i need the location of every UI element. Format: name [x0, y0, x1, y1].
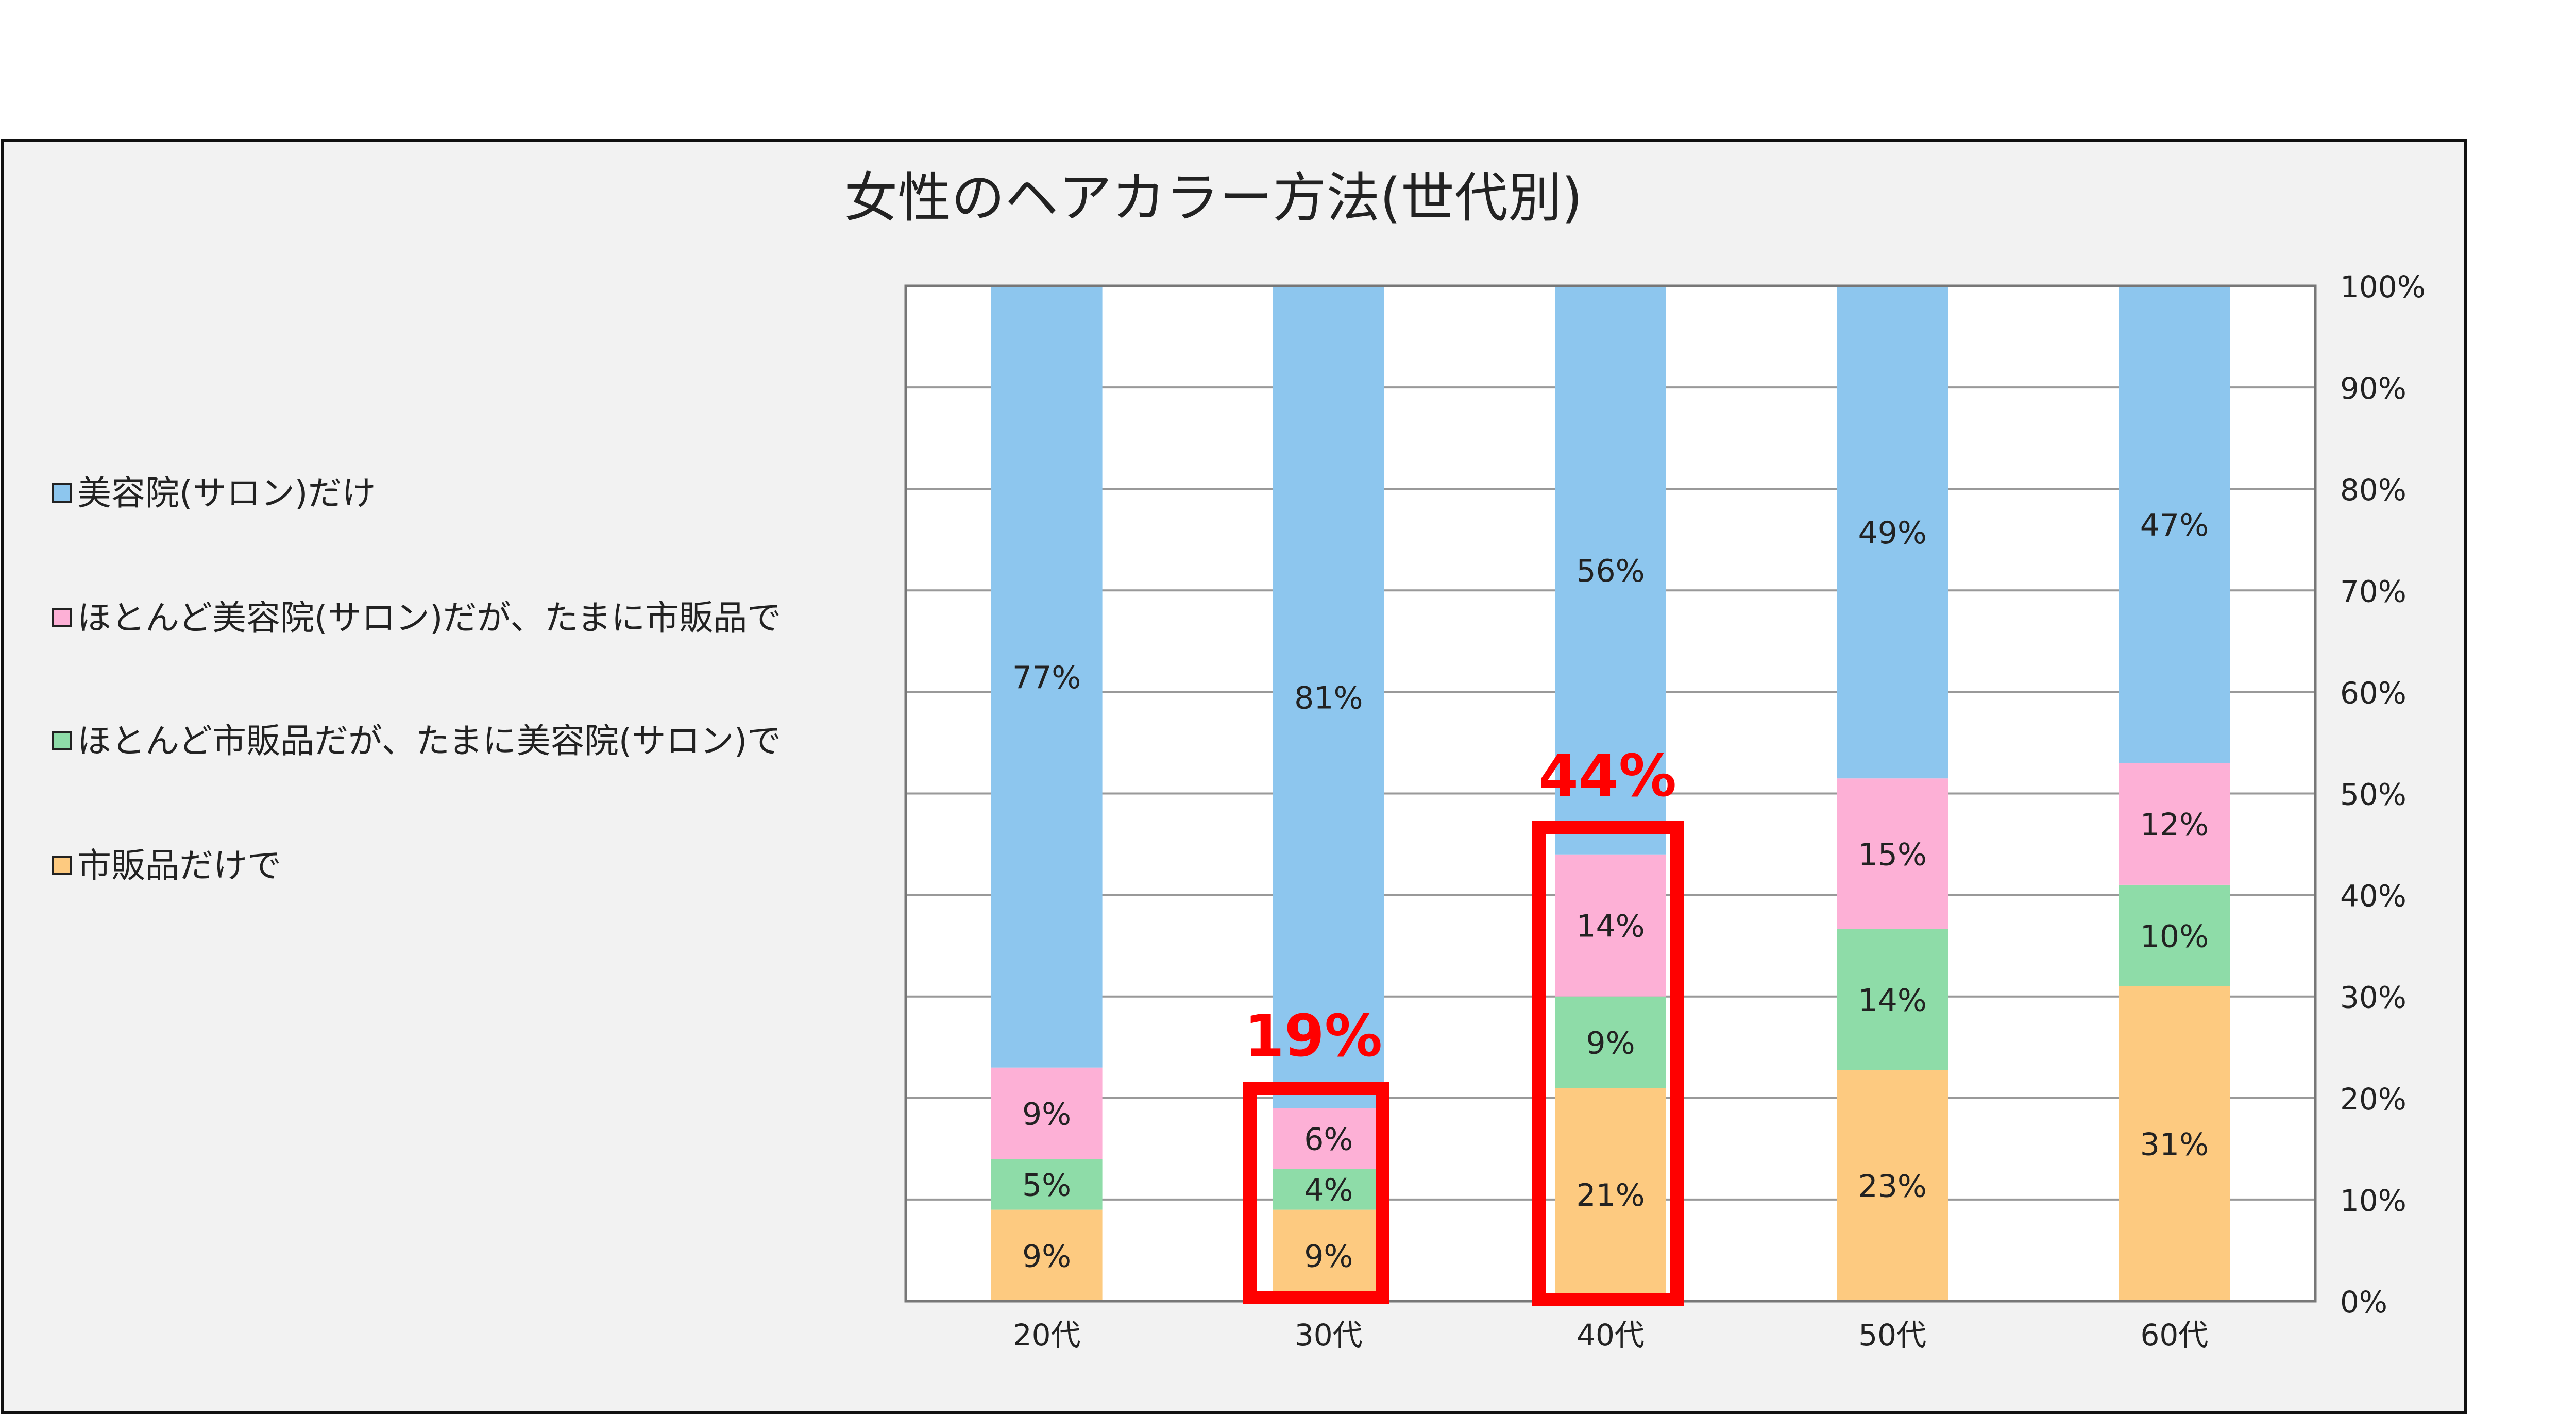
- legend-swatch: [52, 608, 72, 627]
- legend-swatch: [52, 483, 72, 503]
- bar-segment: [1273, 1209, 1384, 1301]
- legend: 美容院(サロン)だけほとんど美容院(サロン)だが、たまに市販品でほとんど市販品だ…: [52, 473, 781, 885]
- data-label: 14%: [1858, 983, 1927, 1019]
- data-label: 9%: [1304, 1238, 1353, 1274]
- highlight-box: [1532, 821, 1684, 1306]
- bar-segment: [991, 1209, 1103, 1301]
- data-label: 10%: [2140, 918, 2209, 954]
- data-label: 14%: [1576, 909, 1645, 945]
- annotations: 19% 44%: [1243, 743, 1684, 1306]
- x-tick-label: 50代: [1858, 1318, 1926, 1353]
- data-label: 15%: [1858, 837, 1927, 873]
- data-label: 9%: [1022, 1238, 1071, 1274]
- bar-segment: [1273, 286, 1384, 1108]
- y-tick-label: 100%: [2340, 269, 2426, 304]
- bar-segment: [991, 1067, 1103, 1159]
- data-label: 31%: [2140, 1126, 2209, 1163]
- bar-segment: [2119, 986, 2230, 1301]
- bar-segment: [1837, 778, 1948, 929]
- data-label: 5%: [1022, 1167, 1071, 1203]
- data-label: 21%: [1576, 1177, 1645, 1214]
- highlight-box: [1243, 1082, 1389, 1304]
- y-tick-label: 20%: [2340, 1082, 2406, 1117]
- bar-segment: [1555, 854, 1666, 997]
- y-tick-label: 60%: [2340, 675, 2406, 710]
- y-tick-label: 10%: [2340, 1183, 2406, 1218]
- bar-segment: [991, 286, 1103, 1068]
- bar-segment: [1837, 929, 1948, 1070]
- bar-segment: [1555, 286, 1666, 855]
- bar-segment: [2119, 884, 2230, 986]
- bars: 9% 5% 9% 77% 9% 4% 6% 81% 21% 9% 14% 56% 23% 14% 15% 49…: [991, 286, 2230, 1301]
- bar-segment: [1273, 1169, 1384, 1210]
- data-label: 9%: [1586, 1025, 1635, 1061]
- bar-segment: [991, 1159, 1103, 1210]
- legend-label: 市販品だけで: [77, 846, 281, 885]
- bar-segment: [1555, 996, 1666, 1088]
- legend-label: ほとんど美容院(サロン)だが、たまに市販品で: [77, 598, 781, 638]
- y-tick-label: 70%: [2340, 574, 2406, 609]
- legend-swatch: [52, 856, 72, 875]
- data-label: 49%: [1858, 515, 1927, 551]
- data-label: 6%: [1304, 1122, 1353, 1158]
- data-label: 4%: [1304, 1172, 1353, 1208]
- data-label: 23%: [1858, 1169, 1927, 1205]
- y-tick-label: 50%: [2340, 777, 2406, 812]
- legend-label: ほとんど市販品だが、たまに美容院(サロン)で: [77, 721, 781, 761]
- y-tick-label: 40%: [2340, 879, 2406, 914]
- y-tick-label: 80%: [2340, 472, 2406, 507]
- bar-segment: [1555, 1088, 1666, 1301]
- data-label: 12%: [2140, 807, 2209, 843]
- legend-label: 美容院(サロン)だけ: [77, 473, 376, 513]
- annotation-label: 44%: [1538, 743, 1676, 810]
- x-tick-label: 60代: [2140, 1318, 2208, 1353]
- bar-segment: [2119, 286, 2230, 763]
- x-tick-label: 40代: [1577, 1318, 1645, 1353]
- legend-swatch: [52, 731, 72, 750]
- bar-segment: [1273, 1108, 1384, 1169]
- y-axis: 0% 10% 20% 30% 40% 50% 60% 70% 80% 90% 100%: [2340, 269, 2426, 1320]
- y-tick-label: 90%: [2340, 371, 2406, 406]
- x-axis: 20代 30代 40代 50代 60代: [1013, 1318, 2209, 1353]
- x-tick-label: 30代: [1295, 1318, 1363, 1353]
- bar-segment: [2119, 763, 2230, 885]
- x-tick-label: 20代: [1013, 1318, 1081, 1353]
- data-label: 77%: [1012, 660, 1081, 696]
- bar-segment: [1837, 286, 1948, 779]
- y-tick-label: 30%: [2340, 980, 2406, 1015]
- bar-segment: [1837, 1070, 1948, 1301]
- data-label: 56%: [1576, 553, 1645, 589]
- y-tick-label: 0%: [2340, 1285, 2387, 1320]
- chart-title: 女性のヘアカラー方法(世代別): [844, 166, 1582, 229]
- data-label: 47%: [2140, 507, 2209, 543]
- data-label: 81%: [1294, 680, 1363, 716]
- data-label: 9%: [1022, 1096, 1071, 1132]
- annotation-label: 19%: [1244, 1003, 1382, 1070]
